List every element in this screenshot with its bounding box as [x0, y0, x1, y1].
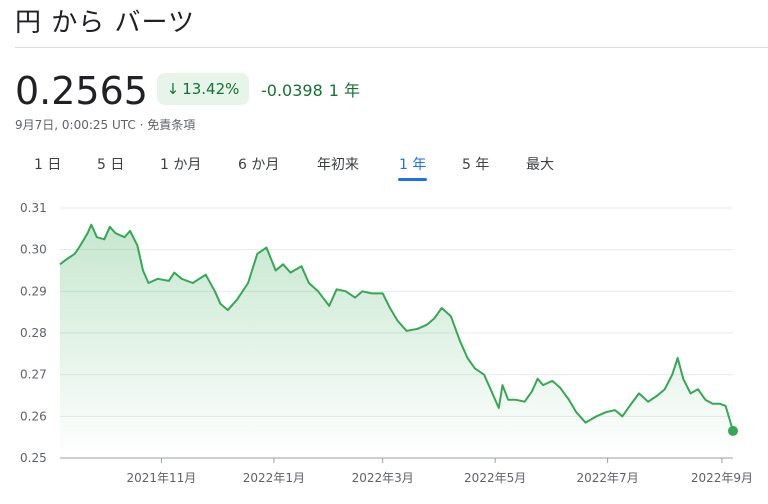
y-tick-label: 0.26: [20, 409, 47, 423]
x-tick-label: 2022年1月: [243, 471, 305, 485]
tab-1-year[interactable]: 1 年: [397, 154, 428, 181]
y-tick-label: 0.27: [20, 368, 47, 382]
y-tick-label: 0.31: [20, 201, 47, 215]
x-tick-label: 2022年9月: [691, 471, 753, 485]
x-tick-label: 2021年11月: [127, 471, 197, 485]
tab-5-years[interactable]: 5 年: [462, 157, 490, 173]
tab-ytd[interactable]: 年初来: [317, 157, 359, 173]
x-tick-label: 2022年7月: [577, 471, 639, 485]
y-tick-label: 0.25: [20, 451, 47, 465]
tab-max[interactable]: 最大: [526, 157, 554, 173]
price-area-fill: [60, 224, 733, 458]
y-tick-label: 0.28: [20, 326, 47, 340]
change-summary: -0.0398 1 年: [261, 77, 360, 101]
title-divider: [15, 47, 768, 48]
change-value: -0.0398: [261, 81, 323, 100]
latest-price-point: [728, 425, 738, 436]
price-line: [59, 223, 734, 432]
price-chart[interactable]: 0.31 0.30 0.29 0.28 0.27 0.26 0.25 2021年11月 202…: [0, 190, 768, 504]
current-price: 0.2565: [15, 69, 148, 113]
x-tick-label: 2022年5月: [464, 471, 526, 485]
change-percent: 13.42%: [182, 80, 240, 98]
change-period: 1 年: [328, 81, 361, 100]
y-tick-label: 0.29: [20, 284, 47, 298]
page-title: 円 から バーツ: [15, 8, 196, 38]
y-tick-label: 0.30: [20, 243, 47, 257]
change-percent-badge: ↓ 13.42%: [157, 73, 249, 105]
arrow-down-icon: ↓: [166, 80, 180, 98]
tab-1-month[interactable]: 1 か月: [160, 157, 202, 173]
timestamp-disclaimer[interactable]: 9月7日, 0:00:25 UTC · 免責条項: [15, 118, 196, 132]
tab-1-day[interactable]: 1 日: [34, 157, 62, 173]
tab-6-months[interactable]: 6 か月: [238, 157, 280, 173]
tab-5-days[interactable]: 5 日: [97, 157, 125, 173]
x-tick-label: 2022年3月: [352, 471, 414, 485]
